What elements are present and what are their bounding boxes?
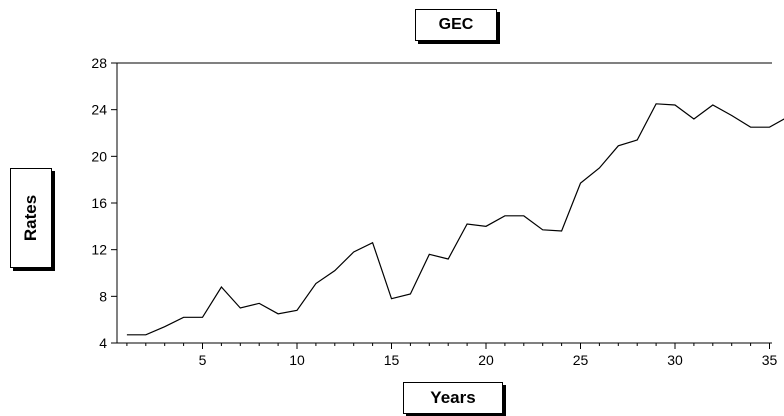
y-tick-label: 24 [91, 102, 107, 118]
x-axis-label-text: Years [430, 388, 476, 407]
y-tick-label: 20 [91, 148, 107, 164]
chart-title: GEC [415, 9, 497, 41]
x-tick-label: 30 [667, 352, 683, 368]
x-tick-label: 15 [384, 352, 400, 368]
series-line [126, 103, 784, 336]
y-tick-label: 4 [99, 335, 107, 351]
y-tick-label: 8 [99, 288, 107, 304]
x-tick-label: 35 [762, 352, 778, 368]
y-tick-label: 12 [91, 242, 107, 258]
chart-title-text: GEC [438, 16, 474, 33]
x-tick-label: 5 [199, 352, 207, 368]
y-axis-ticks: 4 8 12 16 20 24 28 [91, 55, 117, 351]
y-tick-label: 28 [91, 55, 107, 71]
x-tick-label: 25 [573, 352, 589, 368]
x-axis-ticks: 5 10 15 20 25 30 35 [126, 343, 778, 368]
x-axis-label: Years [403, 382, 503, 414]
y-tick-label: 16 [91, 195, 107, 211]
x-tick-label: 20 [478, 352, 494, 368]
y-axis-label: Rates [10, 168, 52, 268]
series-group [126, 103, 784, 336]
x-tick-label: 10 [289, 352, 305, 368]
